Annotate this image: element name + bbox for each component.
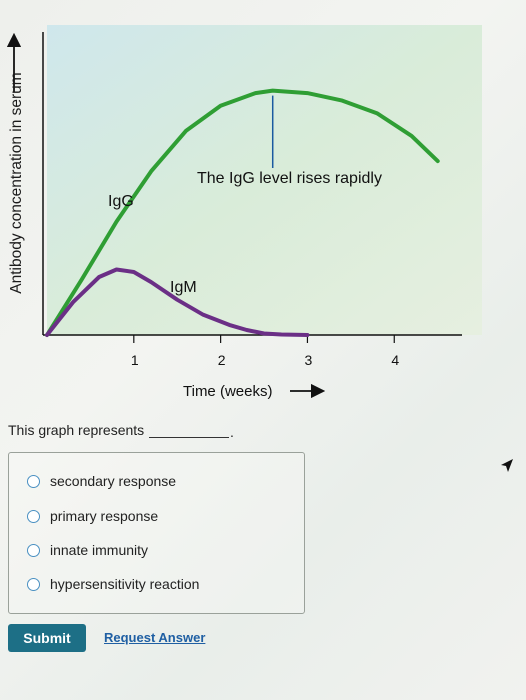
x-axis-label: Time (weeks) bbox=[183, 383, 272, 400]
mouse-cursor-icon bbox=[501, 459, 513, 472]
option-primary-response[interactable]: primary response bbox=[27, 508, 158, 524]
x-tick-label: 2 bbox=[218, 352, 226, 368]
antibody-chart-svg: 1 2 3 4 IgG IgM The IgG level rises rapidly Tim… bbox=[6, 25, 482, 400]
option-label: hypersensitivity reaction bbox=[50, 576, 200, 592]
answer-blank bbox=[149, 437, 229, 438]
plot-area bbox=[47, 25, 482, 335]
callout-text: The IgG level rises rapidly bbox=[197, 170, 382, 187]
question-period: . bbox=[230, 424, 234, 440]
x-tick-label: 3 bbox=[305, 352, 313, 368]
options-box: secondary response primary response inna… bbox=[8, 452, 305, 614]
submit-button[interactable]: Submit bbox=[8, 624, 86, 652]
radio-icon[interactable] bbox=[27, 543, 40, 557]
chart: 1 2 3 4 IgG IgM The IgG level rises rapidly Tim… bbox=[6, 25, 482, 400]
igg-label: IgG bbox=[108, 193, 134, 210]
y-axis-label: Antibody concentration in serum bbox=[8, 72, 25, 294]
igm-label: IgM bbox=[170, 279, 197, 296]
series-igm-line bbox=[45, 267, 310, 337]
radio-icon[interactable] bbox=[27, 509, 40, 523]
option-label: primary response bbox=[50, 508, 159, 524]
radio-icon[interactable] bbox=[27, 577, 40, 591]
series-igg-line bbox=[45, 88, 440, 337]
option-secondary-response[interactable]: secondary response bbox=[27, 473, 176, 489]
question-prompt: This graph represents bbox=[8, 422, 145, 438]
option-innate-immunity[interactable]: innate immunity bbox=[27, 542, 148, 558]
request-answer-link[interactable]: Request Answer bbox=[104, 630, 206, 645]
option-hypersensitivity-reaction[interactable]: hypersensitivity reaction bbox=[27, 576, 199, 592]
radio-icon[interactable] bbox=[27, 474, 40, 488]
x-tick-label: 4 bbox=[391, 352, 399, 368]
option-label: innate immunity bbox=[50, 542, 149, 558]
x-tick-label: 1 bbox=[131, 352, 139, 368]
option-label: secondary response bbox=[50, 473, 177, 489]
